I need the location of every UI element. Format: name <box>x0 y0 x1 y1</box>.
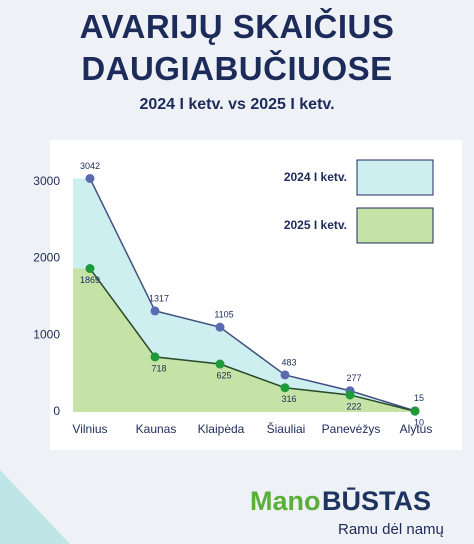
data-point <box>345 390 355 400</box>
x-tick-label: Alytus <box>400 422 433 436</box>
series-area <box>73 268 415 412</box>
value-label: 1869 <box>80 275 100 285</box>
logo-first: Mano <box>250 486 321 516</box>
data-point <box>280 370 290 380</box>
series-line <box>89 268 416 412</box>
y-tick-label: 2000 <box>33 251 60 265</box>
series-line <box>89 178 416 412</box>
value-label: 222 <box>346 401 361 411</box>
x-tick-label: Šiauliai <box>267 421 306 436</box>
value-label: 316 <box>281 394 296 404</box>
chart-title: AVARIJŲ SKAIČIUS DAUGIABUČIUOSE <box>79 8 395 87</box>
data-point <box>410 406 420 416</box>
data-point <box>150 352 160 362</box>
x-tick-label: Kaunas <box>136 422 177 436</box>
value-label: 718 <box>151 363 166 373</box>
data-point <box>150 306 160 316</box>
x-tick-label: Vilnius <box>72 422 107 436</box>
data-point <box>215 359 225 369</box>
x-tick-label: Klaipėda <box>198 422 245 436</box>
value-label: 15 <box>414 393 424 403</box>
legend-label: 2025 I ketv. <box>284 218 347 232</box>
value-label: 10 <box>414 418 424 428</box>
y-tick-label: 3000 <box>33 174 60 188</box>
data-point <box>280 383 290 393</box>
slogan: Ramu dėl namų <box>338 521 444 538</box>
data-point <box>85 264 95 274</box>
value-label: 277 <box>346 373 361 383</box>
y-tick-label: 0 <box>53 404 60 418</box>
value-label: 483 <box>281 357 296 367</box>
series-area <box>73 178 415 412</box>
data-point <box>215 322 225 332</box>
x-tick-label: Panevėžys <box>322 422 381 436</box>
legend-label: 2024 I ketv. <box>284 170 347 184</box>
legend-swatch <box>356 159 434 196</box>
data-point <box>85 173 95 183</box>
value-label: 3042 <box>80 161 100 171</box>
y-tick-label: 1000 <box>33 327 60 341</box>
value-label: 1105 <box>214 310 233 320</box>
legend-swatch <box>356 207 434 244</box>
value-label: 1317 <box>149 293 169 303</box>
logo-second: BŪSTAS <box>322 486 432 516</box>
value-label: 625 <box>216 370 231 380</box>
chart-subtitle: 2024 I ketv. vs 2025 I ketv. <box>139 96 335 113</box>
decor-triangle <box>0 470 70 544</box>
